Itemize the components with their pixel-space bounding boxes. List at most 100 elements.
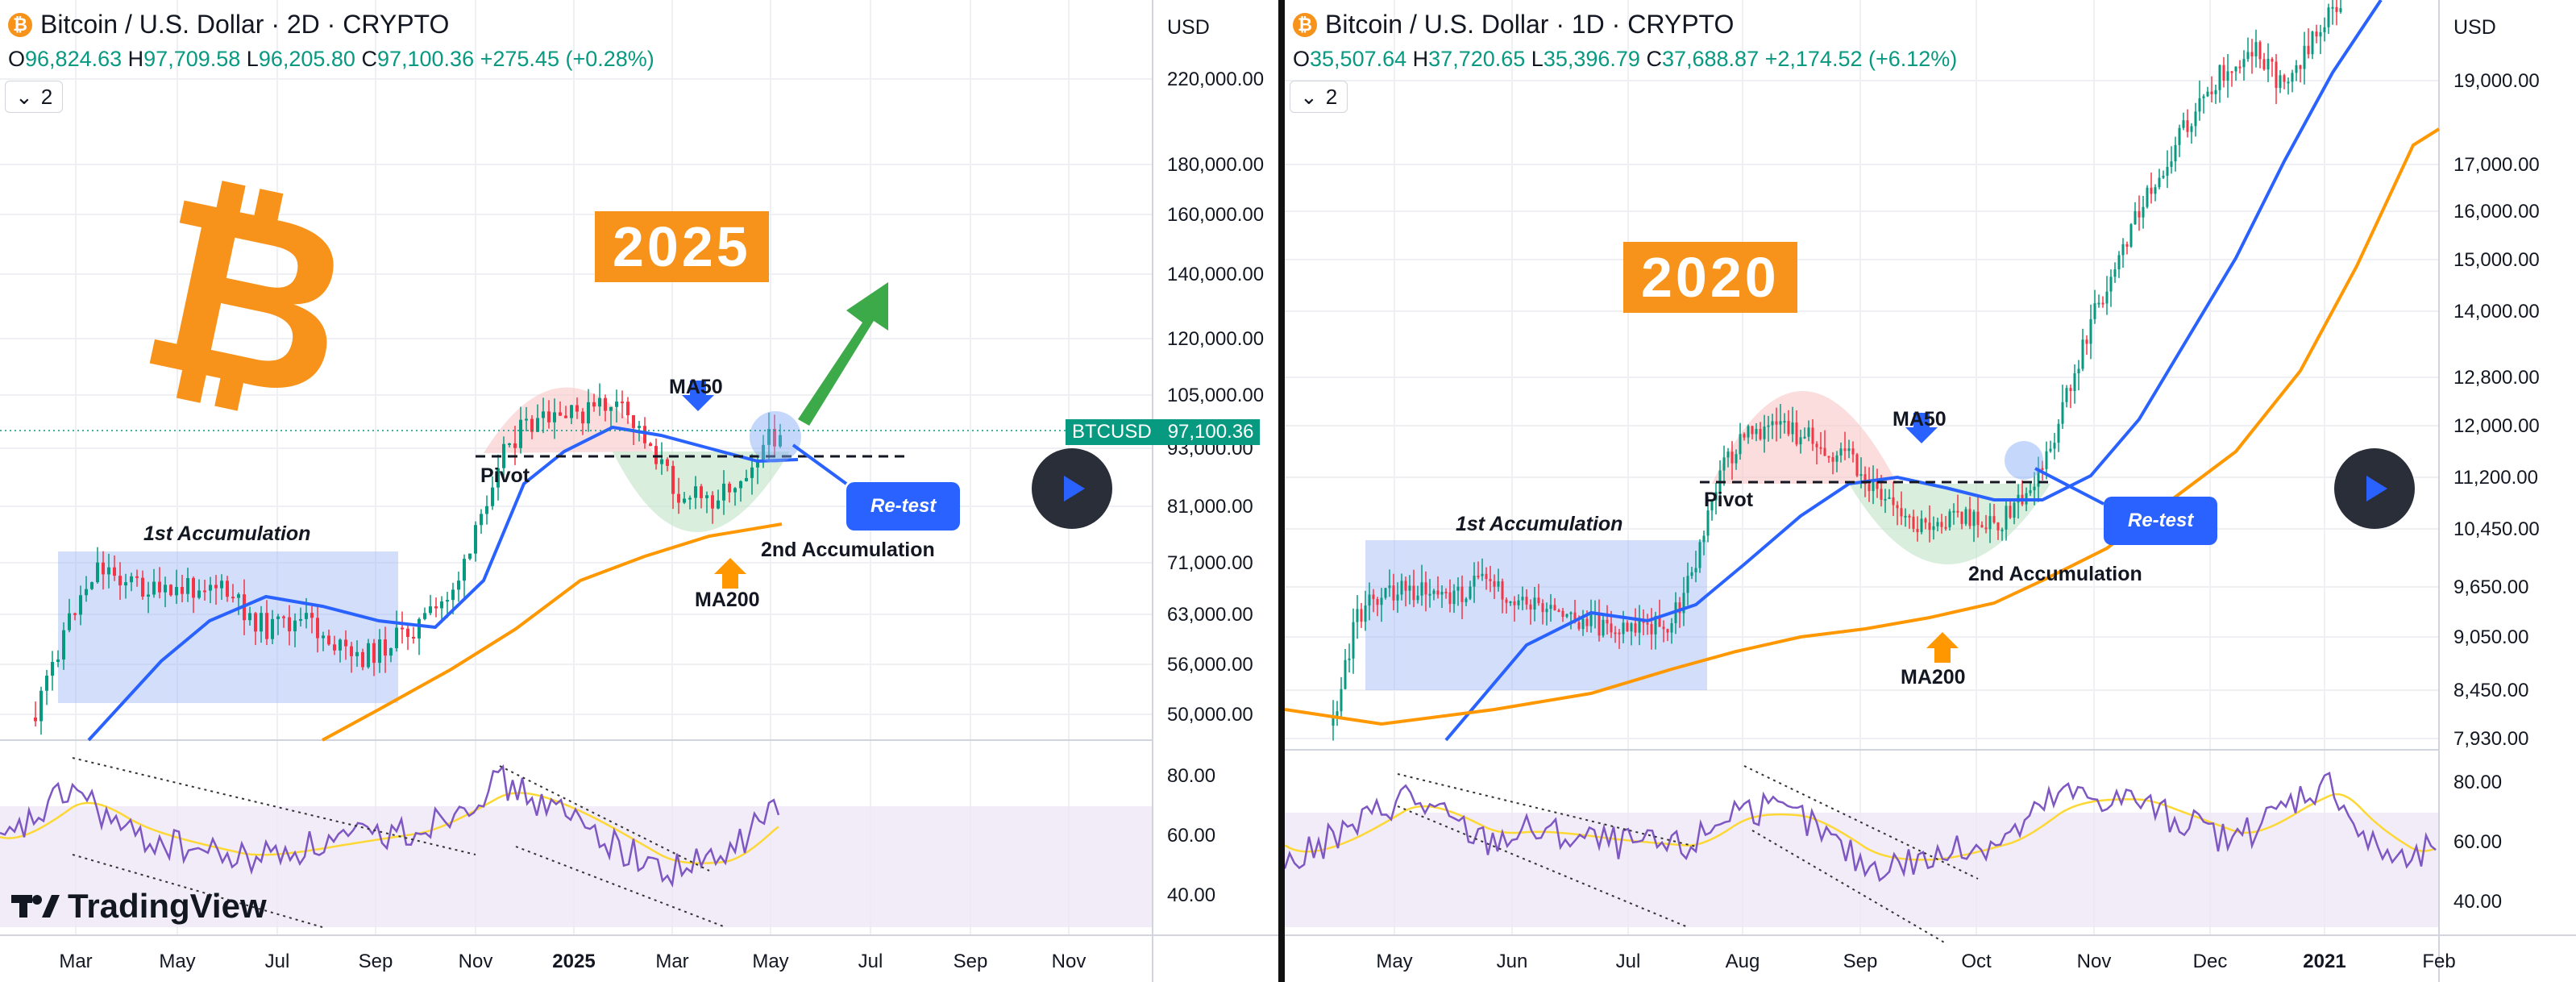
x-tick-label: Jul bbox=[265, 951, 290, 972]
candle-body bbox=[265, 613, 268, 639]
candle-body bbox=[1541, 603, 1544, 613]
candle-body bbox=[491, 487, 494, 506]
play-button[interactable] bbox=[1032, 448, 1112, 529]
y-tick-label: 7,930.00 bbox=[2453, 728, 2528, 750]
x-tick-label: May bbox=[159, 951, 195, 972]
retest-pointer bbox=[2034, 467, 2104, 506]
candle-body bbox=[2210, 91, 2213, 94]
y-tick-label: 120,000.00 bbox=[1167, 328, 1264, 350]
candle-body bbox=[1690, 572, 1693, 576]
x-tick-label: Sep bbox=[1843, 951, 1878, 972]
candle-body bbox=[1815, 443, 1818, 447]
candle-body bbox=[2182, 120, 2185, 128]
indicators-toggle[interactable]: ⌄ 2 bbox=[1290, 81, 1348, 113]
indicators-toggle[interactable]: ⌄ 2 bbox=[5, 81, 64, 113]
candle-body bbox=[1996, 522, 2000, 531]
candle-body bbox=[2065, 388, 2068, 402]
chart-canvas-2025[interactable]: 220,000.00 180,000.00 160,000.00 140,000.00… bbox=[0, 0, 1278, 982]
candle-body bbox=[1803, 436, 1806, 439]
candle-body bbox=[1714, 492, 1718, 501]
y-tick-label: 63,000.00 bbox=[1167, 604, 1253, 626]
y-tick-label: 14,000.00 bbox=[2453, 301, 2540, 322]
candle-body bbox=[384, 639, 387, 656]
chart-panel-2025[interactable]: 220,000.00 180,000.00 160,000.00 140,000.00… bbox=[0, 0, 1278, 982]
ma200-arrow-icon bbox=[714, 558, 746, 589]
retest-callout: Re-test bbox=[2104, 497, 2218, 545]
candle-body bbox=[1698, 542, 1701, 568]
y-tick-label: 81,000.00 bbox=[1167, 496, 1253, 518]
candle-body bbox=[587, 402, 590, 424]
candle-body bbox=[135, 576, 139, 578]
candle-body bbox=[1928, 522, 1931, 531]
ma50-line bbox=[87, 425, 799, 742]
candle-body bbox=[107, 567, 110, 575]
x-tick-label: Nov bbox=[1052, 951, 1086, 972]
x-tick-label: Jul bbox=[1616, 951, 1641, 972]
candle-body bbox=[203, 590, 206, 593]
candle-body bbox=[90, 582, 93, 589]
candle-body bbox=[519, 419, 522, 448]
chart-canvas-2020[interactable]: 19,000.00 17,000.00 16,000.00 15,000.00 14,0… bbox=[1285, 0, 2576, 982]
candle-body bbox=[2299, 64, 2302, 69]
retest-pointer bbox=[791, 443, 848, 485]
currency-label[interactable]: USD bbox=[2453, 16, 2496, 39]
candle-body bbox=[2081, 339, 2084, 369]
rsi-trendline bbox=[1743, 765, 1979, 880]
candle-body bbox=[1972, 511, 1976, 526]
candle-body bbox=[1549, 605, 1552, 610]
ma50-label: MA50 bbox=[669, 376, 723, 398]
rsi-band bbox=[0, 806, 1153, 927]
candle-body bbox=[1872, 481, 1875, 492]
first-accumulation-label: 1st Accumulation bbox=[143, 522, 311, 545]
candle-body bbox=[604, 397, 607, 411]
chevron-down-icon: ⌄ bbox=[1300, 84, 1318, 109]
candle-body bbox=[2113, 269, 2117, 277]
candle-body bbox=[451, 589, 455, 601]
candle-body bbox=[2266, 58, 2270, 70]
candle-body bbox=[1952, 510, 1955, 513]
candle-body bbox=[1473, 576, 1476, 587]
candle-body bbox=[1440, 592, 1444, 595]
x-tick-label: Sep bbox=[954, 951, 988, 972]
candle-body bbox=[1533, 597, 1536, 610]
candle-body bbox=[1642, 621, 1645, 623]
candle-body bbox=[1332, 716, 1335, 726]
tradingview-logo[interactable]: TradingView bbox=[11, 887, 267, 926]
candle-body bbox=[2049, 448, 2052, 451]
candle-body bbox=[1884, 498, 1887, 501]
candle-body bbox=[1654, 615, 1657, 635]
candle-body bbox=[299, 618, 302, 621]
candle-body bbox=[1622, 622, 1625, 635]
candle-body bbox=[1456, 586, 1460, 591]
symbol-header[interactable]: ₿ Bitcoin / U.S. Dollar · 1D · CRYPTO bbox=[1293, 10, 1734, 40]
candle-body bbox=[344, 639, 347, 647]
candle-body bbox=[1569, 612, 1573, 614]
candle-body bbox=[2283, 75, 2286, 82]
candle-body bbox=[1581, 618, 1585, 630]
play-button[interactable] bbox=[2334, 448, 2415, 529]
candle-body bbox=[1859, 474, 1863, 476]
x-tick-label: Jul bbox=[858, 951, 883, 972]
candle-body bbox=[1847, 448, 1851, 451]
candle-body bbox=[1364, 605, 1367, 622]
candle-body bbox=[1980, 525, 1984, 528]
candle-body bbox=[2327, 7, 2330, 27]
chart-panel-2020[interactable]: 19,000.00 17,000.00 16,000.00 15,000.00 14,0… bbox=[1285, 0, 2576, 982]
candle-body bbox=[2287, 81, 2290, 84]
rsi-line bbox=[0, 764, 780, 888]
candle-body bbox=[440, 601, 443, 609]
play-icon bbox=[2366, 476, 2387, 501]
symbol-header[interactable]: ₿ Bitcoin / U.S. Dollar · 2D · CRYPTO bbox=[8, 10, 449, 40]
candle-body bbox=[305, 613, 308, 619]
candle-body bbox=[1831, 457, 1834, 462]
candle-body bbox=[1984, 527, 1988, 530]
candle-body bbox=[1577, 622, 1581, 630]
candle-body bbox=[316, 618, 319, 639]
candle-body bbox=[1465, 598, 1468, 602]
candle-body bbox=[1722, 457, 1726, 471]
play-icon bbox=[1064, 476, 1085, 501]
candle-body bbox=[406, 628, 409, 637]
candle-body bbox=[2125, 243, 2129, 247]
candle-body bbox=[2093, 303, 2096, 319]
currency-label[interactable]: USD bbox=[1167, 16, 1210, 39]
